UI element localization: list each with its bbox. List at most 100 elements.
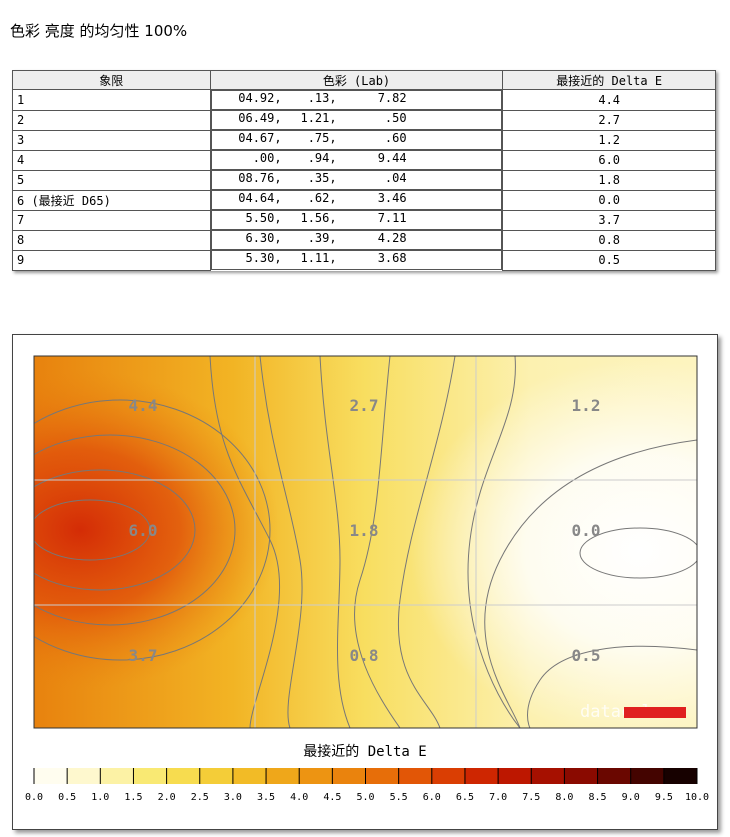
colorbar-tick-label: 6.0 <box>423 792 441 803</box>
colorbar-segment <box>299 768 333 784</box>
colorbar-tick-label: 9.0 <box>622 792 640 803</box>
cell-label: 3.7 <box>129 646 158 665</box>
lab-cell: .00, .94, 9.44 <box>210 150 503 170</box>
colorbar-segment <box>133 768 168 784</box>
colorbar-tick-label: 3.0 <box>224 792 242 803</box>
heatmap-fill <box>34 356 697 728</box>
lab-value: 4.28 <box>377 231 407 245</box>
colorbar-tick-label: 10.0 <box>685 792 709 803</box>
cell-label: 6.0 <box>129 521 158 540</box>
lab-value: .75, <box>307 131 337 145</box>
quadrant-cell: 9 <box>12 249 211 271</box>
colorbar-segment <box>34 768 68 784</box>
lab-cell: 5.50, 1.56, 7.11 <box>210 210 503 230</box>
cell-label: 0.0 <box>572 521 601 540</box>
lab-value: 04.92, <box>238 91 282 105</box>
grid <box>34 356 697 728</box>
colorbar-segment <box>630 768 665 784</box>
colorbar-tick-label: 6.5 <box>456 792 474 803</box>
table-row: 1 04.92, .13, 7.82 4.4 <box>12 89 716 111</box>
column-header: 象限 <box>12 70 211 90</box>
colorbar-segment <box>431 768 466 784</box>
heatmap-frame <box>12 334 718 830</box>
lab-cell: 6.30, .39, 4.28 <box>210 230 503 250</box>
cell-label: 1.2 <box>572 396 601 415</box>
colorbar-segment <box>332 768 366 784</box>
lab-value: 7.11 <box>377 211 407 225</box>
colorbar-tick-label: 2.5 <box>191 792 209 803</box>
colorbar-tick-label: 4.5 <box>323 792 341 803</box>
colorbar-segment <box>564 768 599 784</box>
lab-value: .94, <box>307 151 337 165</box>
cell-label: 0.5 <box>572 646 601 665</box>
lab-value: 9.44 <box>377 151 407 165</box>
colorbar-tick-label: 0.0 <box>25 792 43 803</box>
colorbar-segment <box>597 768 632 784</box>
table-row: 4.00, .94, 9.44 6.0 <box>12 149 716 171</box>
lab-value: .62, <box>307 191 337 205</box>
delta-e-cell: 0.5 <box>502 249 716 271</box>
cell-label: 0.8 <box>350 646 379 665</box>
cell-label: 2.7 <box>350 396 379 415</box>
colorbar-segment <box>398 768 433 784</box>
colorbar-tick-label: 0.5 <box>58 792 76 803</box>
plot-border <box>33 355 698 729</box>
colorbar-segment <box>100 768 134 784</box>
cell-label: 1.8 <box>350 521 379 540</box>
lab-value: 1.21, <box>300 111 337 125</box>
lab-cell: 5.30, 1.11, 3.68 <box>210 250 503 270</box>
table-row: 9 5.30, 1.11, 3.68 0.5 <box>12 249 716 271</box>
quadrant-cell: 6 (最接近 D65) <box>12 189 211 211</box>
page-title: 色彩 亮度 的均匀性 100% <box>10 22 188 40</box>
lab-value: 6.30, <box>245 231 282 245</box>
colorbar-tick-label: 1.0 <box>91 792 109 803</box>
lab-value: 08.76, <box>238 171 282 185</box>
lab-value: 1.56, <box>300 211 337 225</box>
lab-value: .00, <box>252 151 282 165</box>
column-header: 最接近的 Delta E <box>502 70 716 90</box>
colorbar-segment <box>67 768 101 784</box>
lab-value: 5.50, <box>245 211 282 225</box>
lab-value: 3.46 <box>377 191 407 205</box>
lab-value: 1.11, <box>300 251 337 265</box>
colorbar-tick-label: 8.5 <box>589 792 607 803</box>
colorbar-segment <box>498 768 532 784</box>
colorbar-tick-label: 4.0 <box>290 792 308 803</box>
lab-value: 5.30, <box>245 251 282 265</box>
lab-value: .04 <box>384 171 407 185</box>
colorbar-segment <box>663 768 698 784</box>
legend-title: 最接近的 Delta E <box>303 743 426 760</box>
table-row: 2 06.49, 1.21, .50 2.7 <box>12 109 716 131</box>
lab-value: .60 <box>384 131 407 145</box>
lab-value: .35, <box>307 171 337 185</box>
lab-value: 06.49, <box>238 111 282 125</box>
lab-cell: 04.67, .75, .60 <box>210 130 503 150</box>
colorbar-tick-label: 5.5 <box>390 792 408 803</box>
colorbar-segment <box>266 768 300 784</box>
colorbar-segment <box>531 768 565 784</box>
lab-value: 04.67, <box>238 131 282 145</box>
lab-cell: 04.92, .13, 7.82 <box>210 90 503 110</box>
table-row: 5 08.76, .35, .04 1.8 <box>12 169 716 191</box>
colorbar-segment <box>464 768 499 784</box>
lab-value: .13, <box>307 91 337 105</box>
header-row: 象限 色彩 (Lab) 最接近的 Delta E <box>12 70 716 90</box>
colorbar-segment <box>199 768 234 784</box>
colorbar-tick-label: 5.0 <box>356 792 374 803</box>
colorbar-tick-label: 8.0 <box>555 792 573 803</box>
lab-cell: 08.76, .35, .04 <box>210 170 503 190</box>
colorbar-tick-label: 1.5 <box>124 792 142 803</box>
lab-value: 7.82 <box>377 91 407 105</box>
table-row: 6 (最接近 D65) 04.64, .62, 3.46 0.0 <box>12 189 716 211</box>
colorbar-segment <box>365 768 400 784</box>
colorbar-tick-label: 2.0 <box>158 792 176 803</box>
lab-value: 04.64, <box>238 191 282 205</box>
colorbar-tick-label: 7.5 <box>522 792 540 803</box>
delta-e-cell: 6.0 <box>502 149 716 171</box>
lab-cell: 06.49, 1.21, .50 <box>210 110 503 130</box>
cell-label: 4.4 <box>129 396 158 415</box>
lab-value: 3.68 <box>377 251 407 265</box>
column-header: 色彩 (Lab) <box>209 70 504 90</box>
